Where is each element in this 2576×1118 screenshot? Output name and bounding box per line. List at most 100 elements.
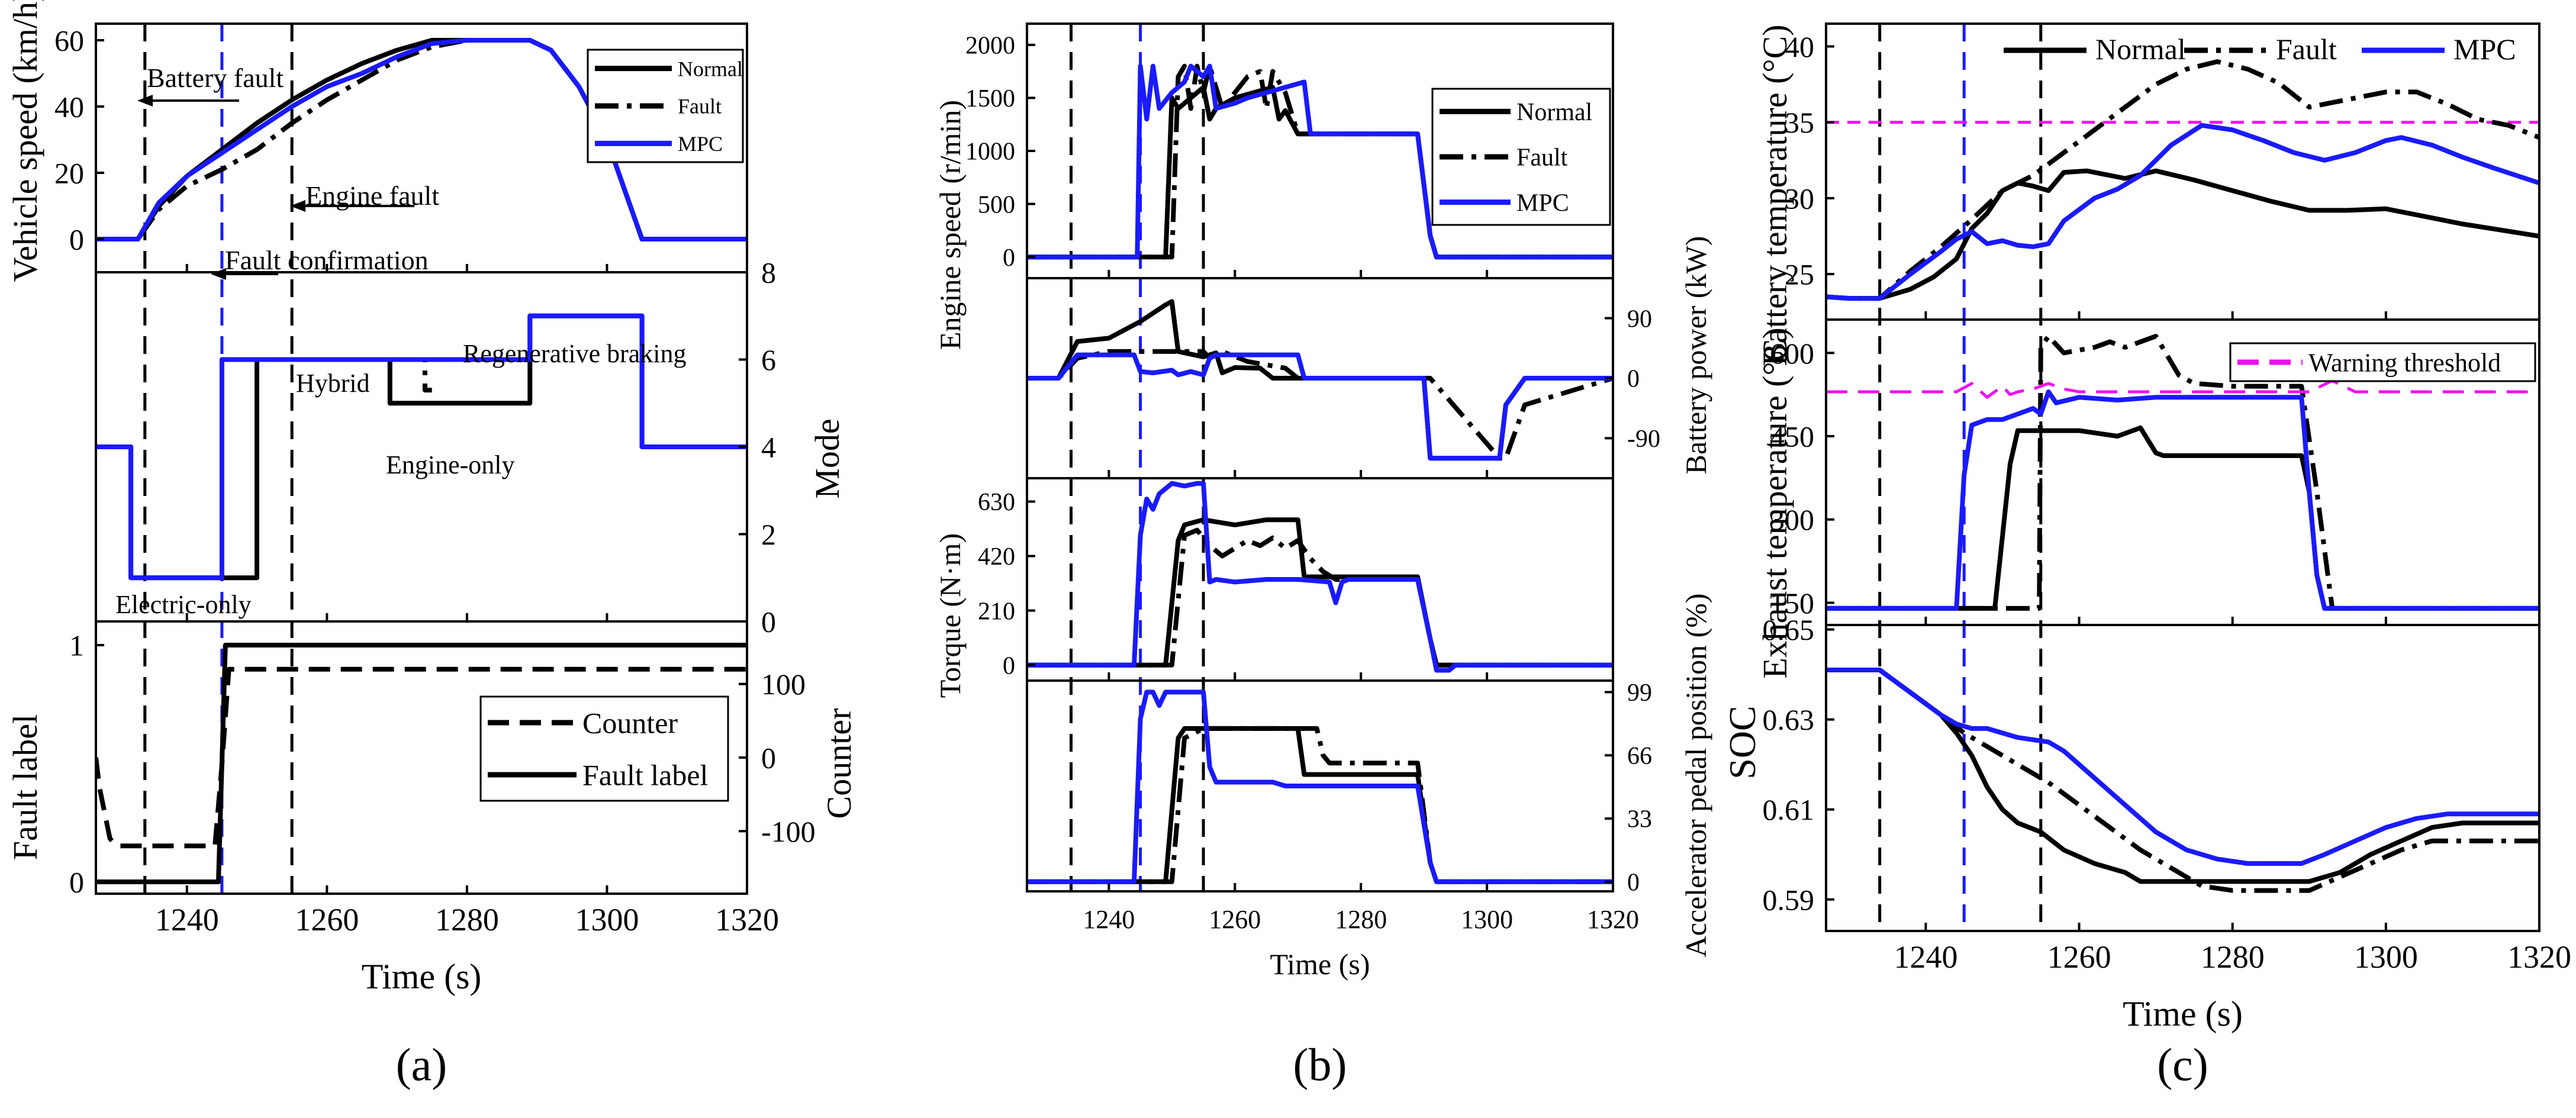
y-tick-label: 0	[761, 605, 776, 639]
y-axis-label: Fault label	[6, 714, 44, 860]
y2-tick-label: 100	[761, 668, 806, 701]
x-axis-label: Time (s)	[362, 957, 482, 996]
legend-c-threshold: Warning threshold	[2229, 342, 2536, 382]
chart-layer: 0 20 40 60 Vehicle speed (km/h) 0 2 4 6 8 Mode 0 1 -1…	[6, 0, 2571, 1090]
legend-a-fault-label-0: Counter	[582, 707, 678, 740]
series-group-b-1	[1027, 299, 1613, 461]
series-group-b-2	[1027, 481, 1613, 673]
legend-a-fault: Counter Fault label	[479, 695, 729, 802]
series-group-a-0	[96, 38, 747, 241]
y-tick-label: 630	[978, 489, 1015, 516]
x-tick-label: 1240	[1083, 905, 1135, 934]
legend-a-fault-frame	[479, 695, 729, 802]
panel-a-0: 0 20 40 60 Vehicle speed (km/h)	[6, 0, 748, 282]
panel-b-3: 0 33 66 99 Accelerator pedal position (%)	[1026, 593, 1712, 958]
x-tick-label: 1320	[2507, 939, 2571, 975]
panel-frame	[1825, 624, 2540, 932]
y-tick-label: 60	[54, 24, 84, 57]
y-tick-label: 2000	[965, 33, 1015, 60]
series-line-warning-threshold	[1826, 379, 2539, 399]
legend-a-label-2: MPC	[678, 132, 723, 156]
y-tick-label: 0	[1003, 244, 1015, 272]
y-tick-label: 6	[761, 343, 776, 376]
series-line-normal	[1826, 668, 2539, 884]
annotation-regenerative-braking: Regenerative braking	[463, 339, 687, 368]
y-tick-label: 0	[1627, 869, 1640, 897]
y-tick-label: 150	[1770, 587, 1814, 620]
y-tick-label: 1500	[965, 85, 1015, 112]
x-tick-label: 1320	[1587, 905, 1639, 934]
legend-b-label-1: Fault	[1516, 144, 1568, 172]
legend-c-label-1: Fault	[2276, 33, 2337, 66]
panel-c-2: 0.59 0.61 0.63 0.65 SOC	[1721, 613, 2540, 932]
y-axis-label: Mode	[808, 418, 846, 498]
y-tick-label: 0	[1627, 366, 1640, 393]
y-tick-label: 0	[69, 223, 84, 256]
legend-a-label-1: Fault	[678, 95, 722, 118]
y-tick-label: 300	[1770, 503, 1814, 536]
subfigure-caption: (b)	[1293, 1039, 1347, 1090]
series-line-mpc	[1826, 389, 2539, 611]
series-line-fault	[1826, 334, 2539, 611]
series-line-fault-label	[96, 643, 747, 884]
x-tick-label: 1260	[295, 902, 359, 937]
y-axis-label: Vehicle speed (km/h)	[6, 0, 44, 282]
series-line-normal	[1826, 168, 2539, 301]
annotation-battery-fault: Battery fault	[147, 63, 284, 93]
legend-c-label-0: Normal	[2095, 33, 2186, 66]
legend-b: Normal Fault MPC	[1431, 88, 1611, 226]
y-tick-label: 4	[761, 431, 776, 464]
series-line-mpc	[1826, 668, 2539, 866]
x-tick-label: 1300	[1461, 905, 1513, 934]
x-tick-label: 1240	[155, 902, 219, 937]
panel-a-1: 0 2 4 6 8 Mode	[95, 256, 846, 639]
annotation-engine-only: Engine-only	[386, 450, 515, 479]
y-tick-label: 0.59	[1763, 883, 1815, 916]
y-tick-label: 20	[54, 157, 84, 190]
series-line-mpc	[96, 38, 747, 241]
y-axis-label: Accelerator pedal position (%)	[1679, 593, 1712, 957]
chart-b: 0 500 1000 1500 2000 Engine speed (r/min) -90 0…	[933, 22, 1712, 1090]
y-tick-label: 0	[1003, 652, 1015, 679]
panel-a-2: 0 1 -100 0 100 Fault label Counter	[6, 620, 858, 899]
series-group-a-2	[96, 643, 747, 884]
x-tick-label: 1260	[2047, 939, 2111, 975]
y2-tick-label: -100	[761, 815, 816, 848]
subfigure-caption: (a)	[396, 1039, 447, 1090]
y-tick-label: 25	[1785, 258, 1814, 291]
series-line-mpc	[96, 313, 747, 581]
panel-b-2: 0 210 420 630 Torque (N·m)	[933, 477, 1614, 698]
series-group-a-1	[96, 313, 747, 581]
y-tick-label: 500	[978, 191, 1015, 218]
series-line-mpc	[1027, 690, 1613, 884]
x-tick-label: 1240	[1894, 939, 1957, 975]
series-line-fault	[1826, 59, 2539, 301]
series-line-fault	[1826, 668, 2539, 893]
y-tick-label: 99	[1627, 679, 1652, 707]
y-tick-label: 600	[1770, 337, 1814, 370]
y-tick-label: 40	[1785, 30, 1814, 63]
y-axis-label: Torque (N·m)	[933, 533, 967, 698]
y-tick-label: 0.63	[1763, 703, 1815, 736]
series-line-mpc	[1027, 352, 1613, 461]
y-tick-label: 66	[1627, 743, 1652, 770]
series-line-mpc	[1027, 481, 1613, 673]
series-group-c-1	[1826, 334, 2539, 611]
arrow-head	[211, 268, 226, 280]
y-tick-label: 90	[1627, 305, 1652, 333]
x-axis-label: Time (s)	[2123, 994, 2243, 1033]
legend-a-fault-label-1: Fault label	[582, 759, 708, 792]
annotation-hybrid: Hybrid	[296, 369, 370, 398]
y-tick-label: -90	[1627, 426, 1660, 453]
chart-a: 0 20 40 60 Vehicle speed (km/h) 0 2 4 6 8 Mode 0 1 -1…	[6, 0, 858, 1090]
y-tick-label: 8	[761, 256, 776, 289]
y2-tick-label: 0	[761, 742, 776, 775]
y-axis-label: SOC	[1721, 705, 1763, 779]
annotation-fault-confirmation: Fault confirmation	[225, 245, 429, 275]
y-axis-label-right: Counter	[820, 708, 858, 819]
series-group-b-0	[1027, 63, 1613, 260]
